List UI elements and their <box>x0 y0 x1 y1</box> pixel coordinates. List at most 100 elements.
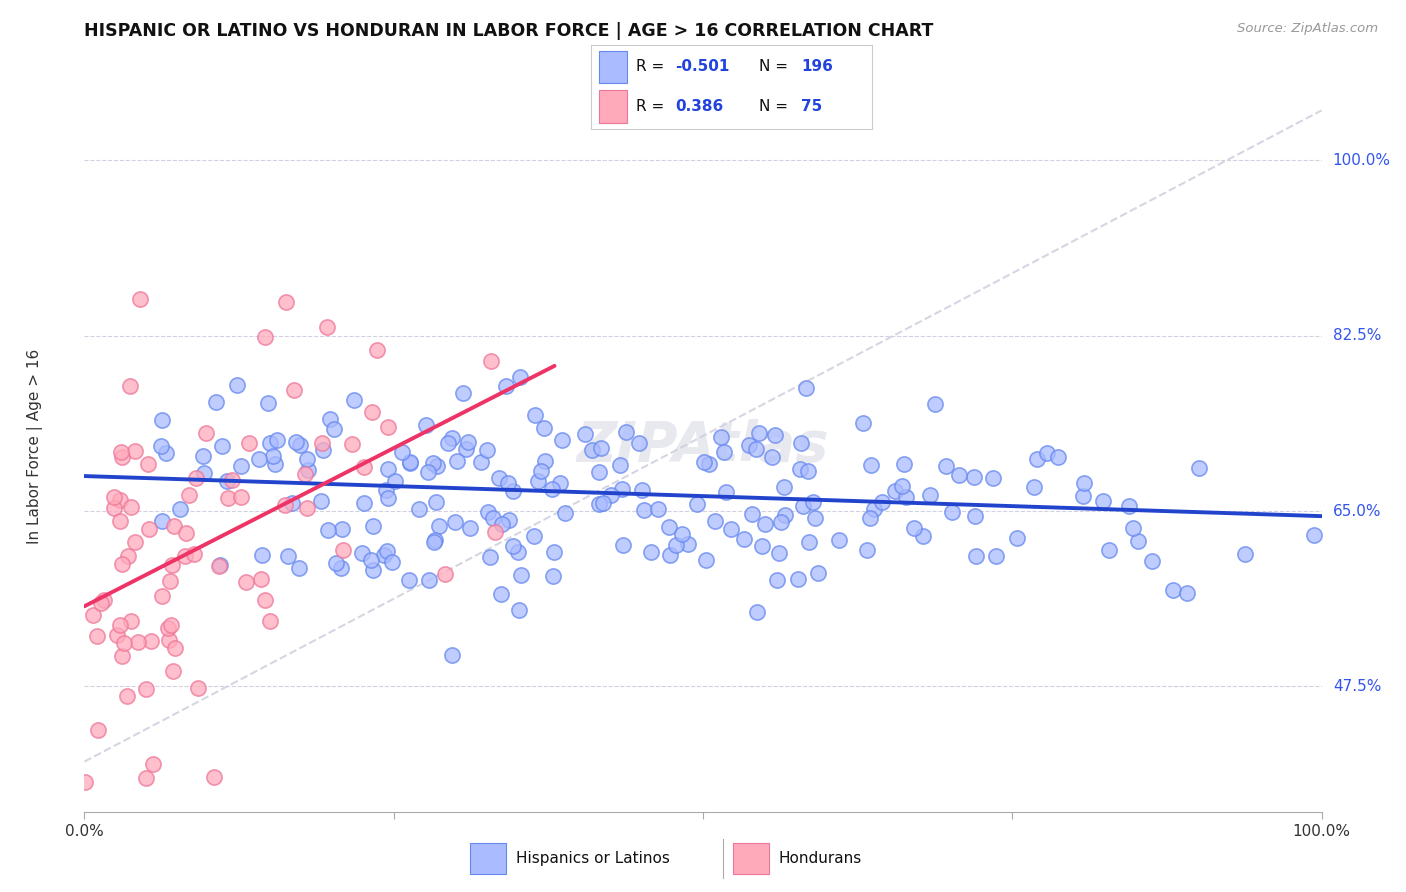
Point <box>751 540 773 554</box>
Point <box>129 292 152 306</box>
Point <box>789 462 811 476</box>
Point <box>496 476 519 491</box>
Text: N =: N = <box>759 99 799 114</box>
Point <box>1163 582 1185 597</box>
Point <box>157 633 180 648</box>
Point <box>329 561 352 575</box>
Point <box>235 575 257 590</box>
Point <box>766 573 789 587</box>
Point <box>903 521 925 535</box>
Point <box>208 558 231 572</box>
Point <box>361 404 384 418</box>
Point <box>330 523 353 537</box>
Point <box>297 463 319 477</box>
Point <box>523 408 546 422</box>
Point <box>1188 461 1211 475</box>
Point <box>399 456 422 470</box>
Text: In Labor Force | Age > 16: In Labor Force | Age > 16 <box>27 349 42 543</box>
Point <box>163 519 186 533</box>
Point <box>391 445 413 459</box>
Point <box>353 459 375 474</box>
Point <box>408 502 430 516</box>
Point <box>454 442 477 457</box>
Point <box>479 549 502 564</box>
Point <box>363 563 385 577</box>
Point <box>105 628 128 642</box>
Point <box>948 468 970 483</box>
Point <box>441 648 464 663</box>
Point <box>628 435 651 450</box>
Point <box>384 474 406 488</box>
Point <box>149 439 172 453</box>
Point <box>229 490 252 504</box>
Point <box>350 546 373 560</box>
Bar <box>599 90 627 122</box>
Point <box>870 495 893 509</box>
Point <box>890 479 912 493</box>
Point <box>274 294 297 309</box>
Point <box>398 573 420 587</box>
Text: R =: R = <box>636 59 669 74</box>
Point <box>253 330 276 344</box>
Point <box>856 542 879 557</box>
Point <box>574 427 596 442</box>
Point <box>202 770 225 784</box>
Point <box>713 445 735 459</box>
Point <box>418 573 440 587</box>
Point <box>804 511 827 525</box>
Point <box>686 497 709 511</box>
Point <box>457 434 479 449</box>
Point <box>640 545 662 559</box>
Point <box>554 507 576 521</box>
Text: R =: R = <box>636 99 673 114</box>
Point <box>415 418 437 433</box>
Point <box>773 480 796 494</box>
Point <box>118 379 141 393</box>
Point <box>828 533 851 548</box>
Point <box>262 449 284 463</box>
Point <box>179 487 201 501</box>
Point <box>1233 547 1256 561</box>
Point <box>488 471 510 485</box>
Point <box>159 574 181 589</box>
Point <box>142 756 165 771</box>
Point <box>238 436 260 450</box>
Point <box>211 439 233 453</box>
Point <box>226 377 249 392</box>
Point <box>117 690 139 704</box>
Point <box>612 538 634 552</box>
Point <box>1007 531 1029 545</box>
Point <box>543 545 565 559</box>
Point <box>160 618 183 632</box>
Point <box>259 614 281 628</box>
Point <box>676 537 699 551</box>
Point <box>1098 543 1121 558</box>
Point <box>283 383 305 397</box>
Point <box>458 521 481 535</box>
Point <box>506 545 529 559</box>
Point <box>176 526 198 541</box>
Point <box>453 386 475 401</box>
Point <box>374 483 396 497</box>
Point <box>266 433 288 447</box>
Point <box>423 533 446 547</box>
Text: 75: 75 <box>801 99 823 114</box>
Point <box>343 392 366 407</box>
Point <box>523 529 546 543</box>
Text: 0.386: 0.386 <box>675 99 723 114</box>
Point <box>1022 480 1045 494</box>
Point <box>770 516 793 530</box>
Point <box>446 454 468 468</box>
Point <box>799 535 821 549</box>
Point <box>312 443 335 458</box>
Point <box>162 664 184 678</box>
Text: Source: ZipAtlas.com: Source: ZipAtlas.com <box>1237 22 1378 36</box>
Point <box>1175 585 1198 599</box>
Point <box>1071 489 1094 503</box>
Point <box>773 508 796 522</box>
Point <box>288 438 311 452</box>
Point <box>184 471 207 485</box>
Point <box>534 454 557 468</box>
Point <box>918 488 941 502</box>
Point <box>318 412 340 426</box>
